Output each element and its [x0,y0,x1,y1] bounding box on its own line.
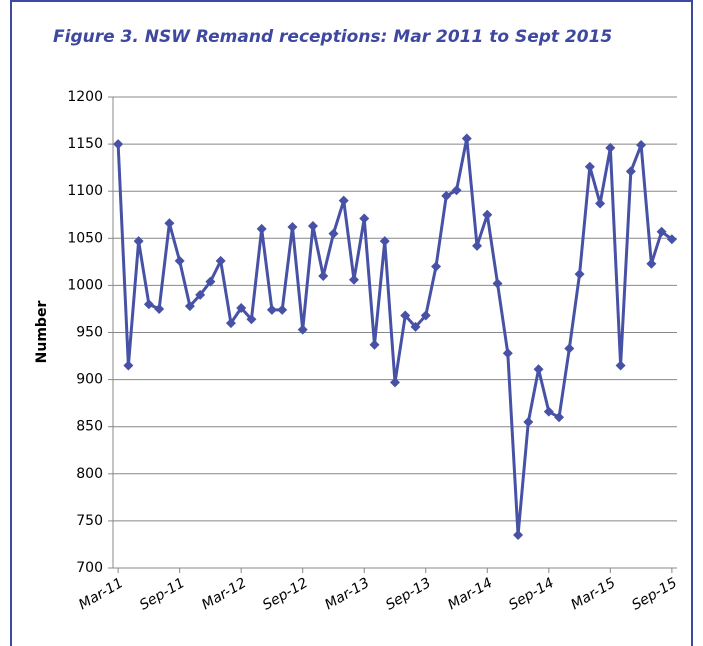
data-marker [410,321,421,332]
data-marker [359,213,370,224]
y-tick-label: 900 [76,372,103,388]
y-tick-label: 750 [76,513,103,529]
data-marker [348,274,359,285]
data-marker [256,223,267,234]
data-marker [266,304,277,315]
data-marker [595,198,606,209]
data-marker [666,234,677,245]
data-marker [236,303,247,314]
data-marker [297,324,308,335]
data-marker [656,226,667,237]
data-marker [307,221,318,232]
data-marker [636,140,647,151]
data-marker [451,185,462,196]
x-tick-label: Mar-15 [568,575,618,613]
x-tick-label: Sep-12 [260,575,311,614]
x-tick-label: Mar-14 [445,575,495,613]
y-tick-label: 1200 [67,89,103,105]
data-marker [123,360,134,371]
y-tick-label: 800 [76,466,103,482]
data-marker [164,218,175,229]
data-marker [523,416,534,427]
data-marker [390,377,400,388]
data-marker [482,209,493,220]
data-marker [420,310,431,321]
y-tick-label: 1150 [67,136,103,152]
x-tick-label: Sep-14 [506,575,557,613]
data-marker [338,195,349,206]
data-marker [113,139,124,150]
x-tick-label: Mar-13 [322,575,372,613]
data-marker [625,166,636,177]
data-marker [461,133,472,144]
data-marker [492,278,503,289]
data-marker [605,142,616,153]
data-marker [328,228,339,239]
x-tick-label: Sep-13 [383,575,434,613]
chart-title: Figure 3. NSW Remand receptions: Mar 201… [53,27,612,47]
data-marker [513,530,524,541]
data-marker [205,276,216,287]
data-marker [195,289,206,300]
data-marker [225,318,236,329]
data-marker [277,304,288,315]
data-marker [287,221,298,232]
data-marker [564,343,575,354]
data-marker [133,236,144,247]
y-tick-label: 950 [76,325,103,341]
data-marker [472,240,483,251]
y-axis-label: Number [34,301,50,364]
y-tick-label: 1050 [67,230,103,246]
x-tick-label: Mar-11 [76,575,126,613]
data-marker [379,236,390,247]
data-marker [554,412,565,423]
data-marker [646,258,657,269]
data-marker [543,406,554,417]
data-marker [246,314,257,325]
data-marker [143,299,154,310]
x-tick-label: Mar-12 [199,575,249,613]
data-marker [441,190,452,201]
data-marker [584,161,595,172]
data-marker [318,270,329,281]
data-marker [502,348,513,359]
y-tick-label: 700 [76,560,103,576]
data-marker [174,255,185,266]
data-marker [215,255,226,266]
data-marker [574,269,585,280]
data-marker [369,339,380,350]
y-tick-label: 1100 [67,183,103,199]
x-tick-label: Sep-15 [629,575,680,614]
data-marker [431,261,442,272]
data-marker [154,303,165,314]
x-tick-label: Sep-11 [137,575,188,613]
data-line [116,136,673,537]
data-marker [184,301,195,312]
data-marker [615,360,626,371]
y-tick-label: 1000 [67,277,103,293]
data-marker [400,310,411,321]
frame [10,0,693,646]
data-marker [533,364,544,375]
y-tick-label: 850 [76,419,103,435]
